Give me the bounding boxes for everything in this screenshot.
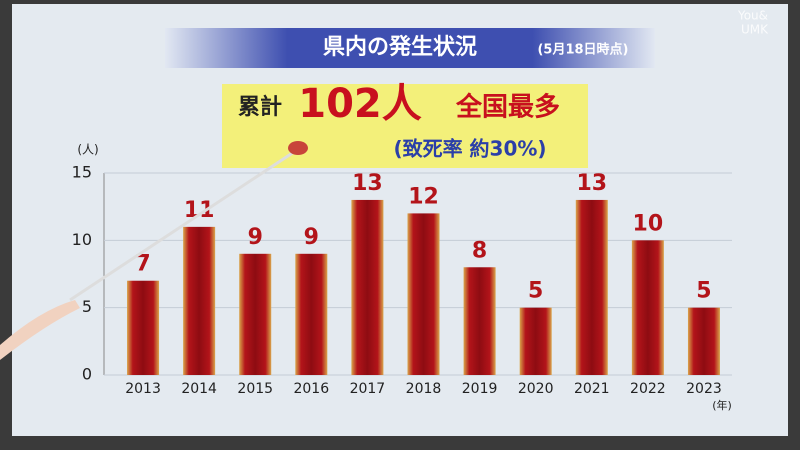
data-label: 5: [696, 279, 711, 304]
bar: [239, 253, 272, 375]
bar: [351, 199, 384, 375]
data-label: 8: [472, 238, 487, 263]
chart-title: 県内の発生状況: [323, 35, 477, 60]
data-label: 10: [633, 211, 664, 236]
annotation: 全国最多: [455, 92, 560, 123]
bar: [295, 253, 328, 375]
x-tick-label: 2015: [237, 381, 273, 397]
data-label: 7: [135, 252, 150, 277]
bar: [575, 199, 608, 375]
pointer: [69, 146, 301, 302]
title-band: [165, 28, 655, 68]
annotation: 累計: [238, 94, 282, 120]
summary-box: [222, 84, 588, 168]
bar: [127, 280, 160, 375]
data-label: 13: [576, 171, 607, 196]
x-tick-label: 2020: [518, 381, 554, 397]
plot: 0 5 10 15 2013 7 2014 11 2015 9 2016 9 2017 13 2018 12 2…: [72, 163, 732, 397]
x-tick-label: 2021: [574, 381, 610, 397]
x-tick-label: 2016: [293, 381, 329, 397]
data-label: 9: [248, 225, 263, 250]
bar: [463, 267, 496, 375]
x-tick-label: 2019: [462, 381, 498, 397]
x-tick-label: 2014: [181, 381, 217, 397]
logo: You&: [737, 9, 768, 23]
data-label: 9: [304, 225, 319, 250]
data-label: 13: [352, 171, 383, 196]
bar: [183, 226, 216, 375]
bar: [687, 307, 720, 375]
y-tick-label: 15: [72, 163, 92, 182]
y-tick-label: 5: [82, 297, 92, 316]
data-label: 12: [408, 184, 439, 209]
x-tick-label: 2023: [686, 381, 722, 397]
bar: [407, 213, 440, 375]
y-axis-label: (人): [77, 143, 98, 157]
bar: [519, 307, 552, 375]
logo: UMK: [741, 23, 769, 37]
x-tick-label: 2022: [630, 381, 666, 397]
bar: [631, 240, 664, 375]
pointer-tip: [288, 141, 308, 155]
x-tick-label: 2018: [406, 381, 442, 397]
hand: [0, 300, 80, 360]
data-label: 11: [184, 198, 215, 223]
annotation: 102人: [298, 81, 422, 127]
x-tick-label: 2013: [125, 381, 161, 397]
x-tick-label: 2017: [350, 381, 386, 397]
y-tick-label: 0: [82, 365, 92, 384]
chart-subtitle: (5月18日時点): [537, 42, 628, 58]
y-tick-label: 10: [72, 230, 92, 249]
data-label: 5: [528, 279, 543, 304]
annotation: (致死率 約30%): [393, 137, 546, 161]
x-axis-label: (年): [712, 398, 732, 412]
